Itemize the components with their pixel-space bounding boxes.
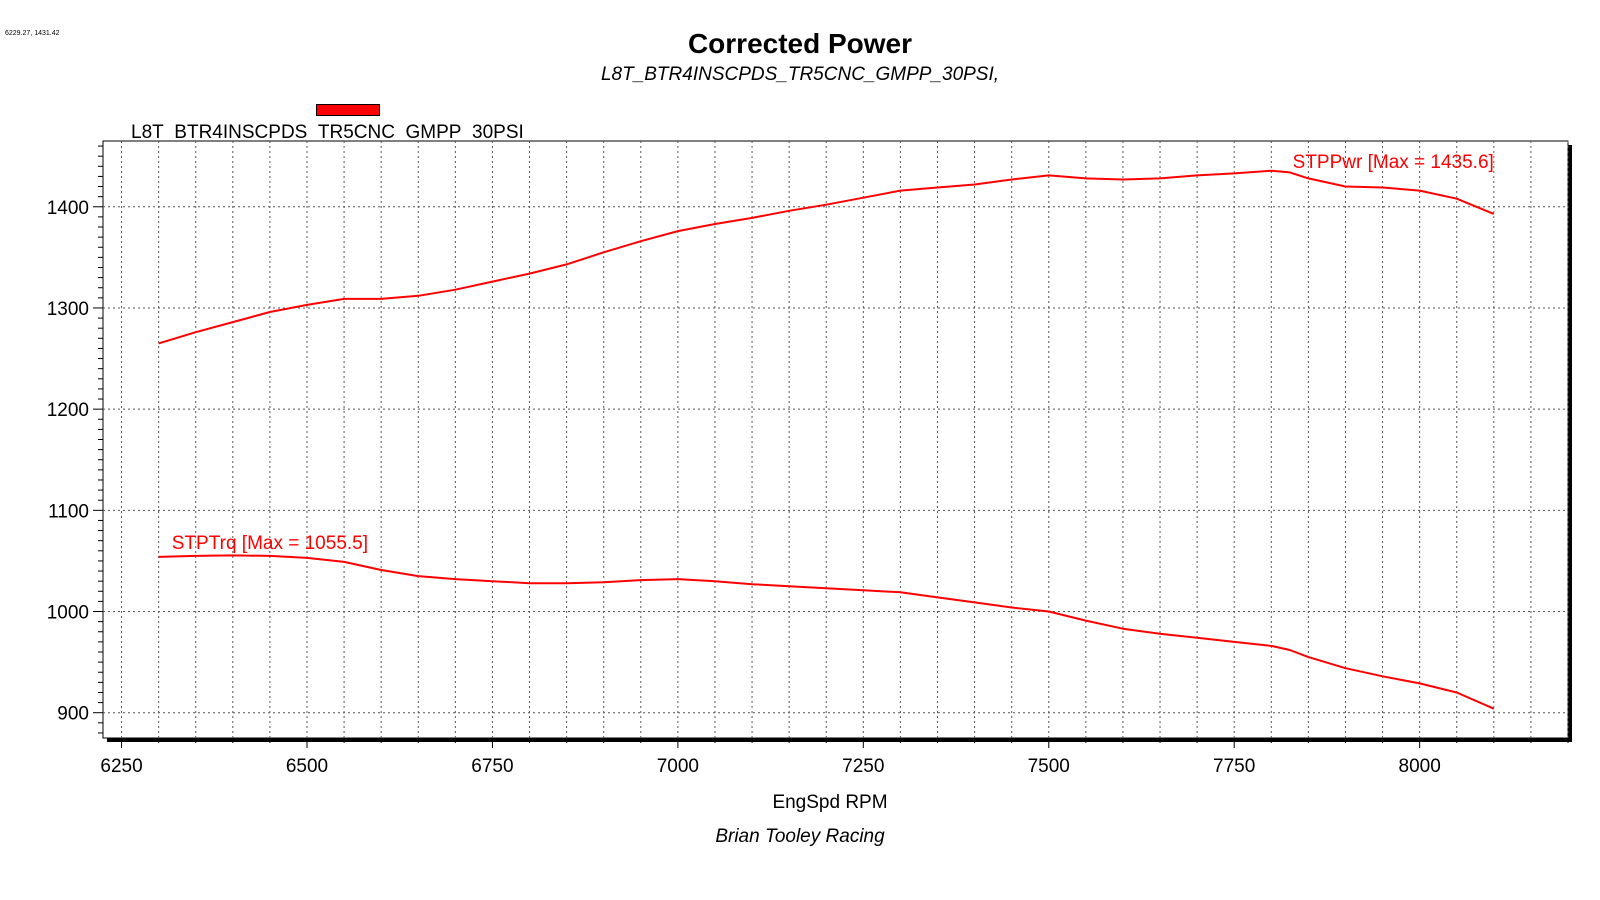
stptrq-max-label: STPTrq [Max = 1055.5] xyxy=(172,533,368,554)
grid-lines xyxy=(103,141,1569,738)
coordinate-readout: 6229.27, 1431.42 xyxy=(5,30,60,37)
axis-ticks xyxy=(93,145,1569,748)
x-tick-label: 7500 xyxy=(1028,756,1070,777)
x-tick-label: 7000 xyxy=(657,756,699,777)
footer-credit: Brian Tooley Racing xyxy=(715,826,885,847)
y-tick-label: 1200 xyxy=(47,400,89,421)
x-tick-label: 6750 xyxy=(471,756,513,777)
chart-title: Corrected Power xyxy=(687,28,913,59)
y-tick-label: 1000 xyxy=(47,603,89,624)
x-tick-label: 7250 xyxy=(842,756,884,777)
legend-swatch xyxy=(316,104,380,116)
series-annotations: STPPwr [Max = 1435.6] STPTrq [Max = 1055.… xyxy=(172,152,1494,554)
plot-area xyxy=(102,140,1569,739)
y-tick-label: 900 xyxy=(57,704,89,725)
y-tick-label: 1100 xyxy=(48,501,89,522)
x-tick-label: 7750 xyxy=(1213,756,1255,777)
y-tick-label: 1400 xyxy=(47,198,89,219)
legend-label: L8T_BTR4INSCPDS_TR5CNC_GMPP_30PSI xyxy=(131,122,524,143)
series-line-stppwr xyxy=(158,169,1495,345)
y-tick-label: 1300 xyxy=(47,299,89,320)
stppwr-max-label: STPPwr [Max = 1435.6] xyxy=(1293,152,1494,173)
x-tick-label: 6250 xyxy=(100,756,142,777)
chart-subtitle: L8T_BTR4INSCPDS_TR5CNC_GMPP_30PSI, xyxy=(600,64,1000,85)
x-tick-label: 8000 xyxy=(1399,756,1441,777)
x-tick-label: 6500 xyxy=(286,756,328,777)
tick-labels: 900 1000 1100 1200 1300 1400 6250 6500 6750 7000 7… xyxy=(47,198,1441,777)
x-axis-label: EngSpd RPM xyxy=(772,792,887,813)
series-lines xyxy=(158,169,1495,710)
series-line-stptrq xyxy=(158,554,1495,710)
